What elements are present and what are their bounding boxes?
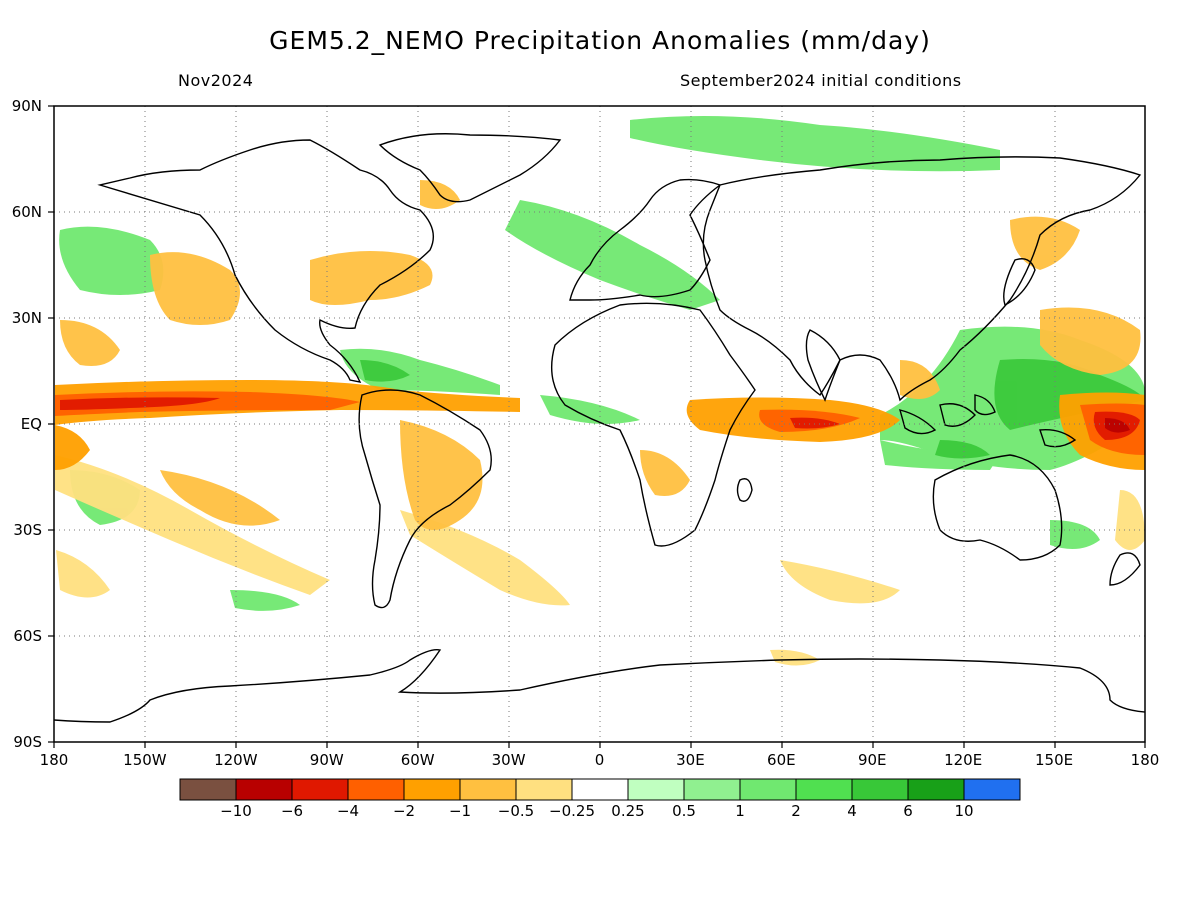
colorbar-label: −10 xyxy=(220,802,252,820)
colorbar-swatch xyxy=(627,778,685,801)
colorbar-label: 1 xyxy=(735,802,745,820)
map-title: GEM5.2_NEMO Precipitation Anomalies (mm/… xyxy=(269,26,931,55)
lon-tick-label: 150E xyxy=(1035,751,1074,769)
coastlines xyxy=(54,133,1145,723)
lon-tick-label: 180 xyxy=(39,751,69,769)
colorbar-swatch xyxy=(179,778,237,801)
colorbar-label: −0.5 xyxy=(497,802,535,820)
lat-tick-label: 30N xyxy=(11,309,42,327)
colorbar-swatch xyxy=(907,778,965,801)
colorbar-swatch xyxy=(235,778,293,801)
initial-conditions-label: September2024 initial conditions xyxy=(680,71,962,90)
colorbar-swatch xyxy=(347,778,405,801)
lon-tick-label: 180 xyxy=(1130,751,1160,769)
colorbar-swatch xyxy=(403,778,461,801)
colorbar-swatch xyxy=(851,778,909,801)
lon-tick-label: 90E xyxy=(857,751,887,769)
lon-tick-label: 30W xyxy=(491,751,526,769)
colorbar-swatch xyxy=(571,778,629,801)
colorbar-swatch xyxy=(459,778,517,801)
lat-tick-label: 60S xyxy=(13,627,42,645)
lon-tick-label: 120W xyxy=(214,751,258,769)
colorbar-label: −6 xyxy=(280,802,304,820)
forecast-period: Nov2024 xyxy=(178,71,254,90)
lon-tick-label: 60E xyxy=(767,751,796,769)
lon-tick-label: 120E xyxy=(944,751,983,769)
colorbar-label: −2 xyxy=(392,802,416,820)
colorbar-swatch xyxy=(515,778,573,801)
colorbar-label: −0.25 xyxy=(549,802,595,820)
colorbar-label: −4 xyxy=(336,802,360,820)
colorbar-label: 2 xyxy=(791,802,801,820)
colorbar-swatch xyxy=(683,778,741,801)
colorbar-label: −1 xyxy=(448,802,472,820)
colorbar-label: 0.25 xyxy=(611,802,645,820)
lon-tick-label: 60W xyxy=(400,751,435,769)
lon-tick-label: 150W xyxy=(123,751,167,769)
lon-tick-label: 0 xyxy=(594,751,605,769)
colorbar-label: 4 xyxy=(847,802,857,820)
axis-ticks xyxy=(48,105,1146,748)
colorbar xyxy=(179,778,1021,801)
colorbar-swatch xyxy=(795,778,853,801)
lat-tick-label: 90N xyxy=(11,97,42,115)
lat-tick-label: 90S xyxy=(13,733,42,751)
colorbar-label: 6 xyxy=(903,802,913,820)
lon-tick-label: 30E xyxy=(676,751,705,769)
lon-tick-label: 90W xyxy=(309,751,344,769)
colorbar-label: 10 xyxy=(954,802,974,820)
graticule xyxy=(54,106,1145,742)
colorbar-swatch xyxy=(739,778,797,801)
colorbar-swatch xyxy=(963,778,1021,801)
lat-tick-label: 60N xyxy=(11,203,42,221)
lat-tick-label: EQ xyxy=(20,415,42,433)
colorbar-swatch xyxy=(291,778,349,801)
colorbar-label: 0.5 xyxy=(672,802,696,820)
anomaly-field xyxy=(55,116,1145,666)
lat-tick-label: 30S xyxy=(13,521,42,539)
